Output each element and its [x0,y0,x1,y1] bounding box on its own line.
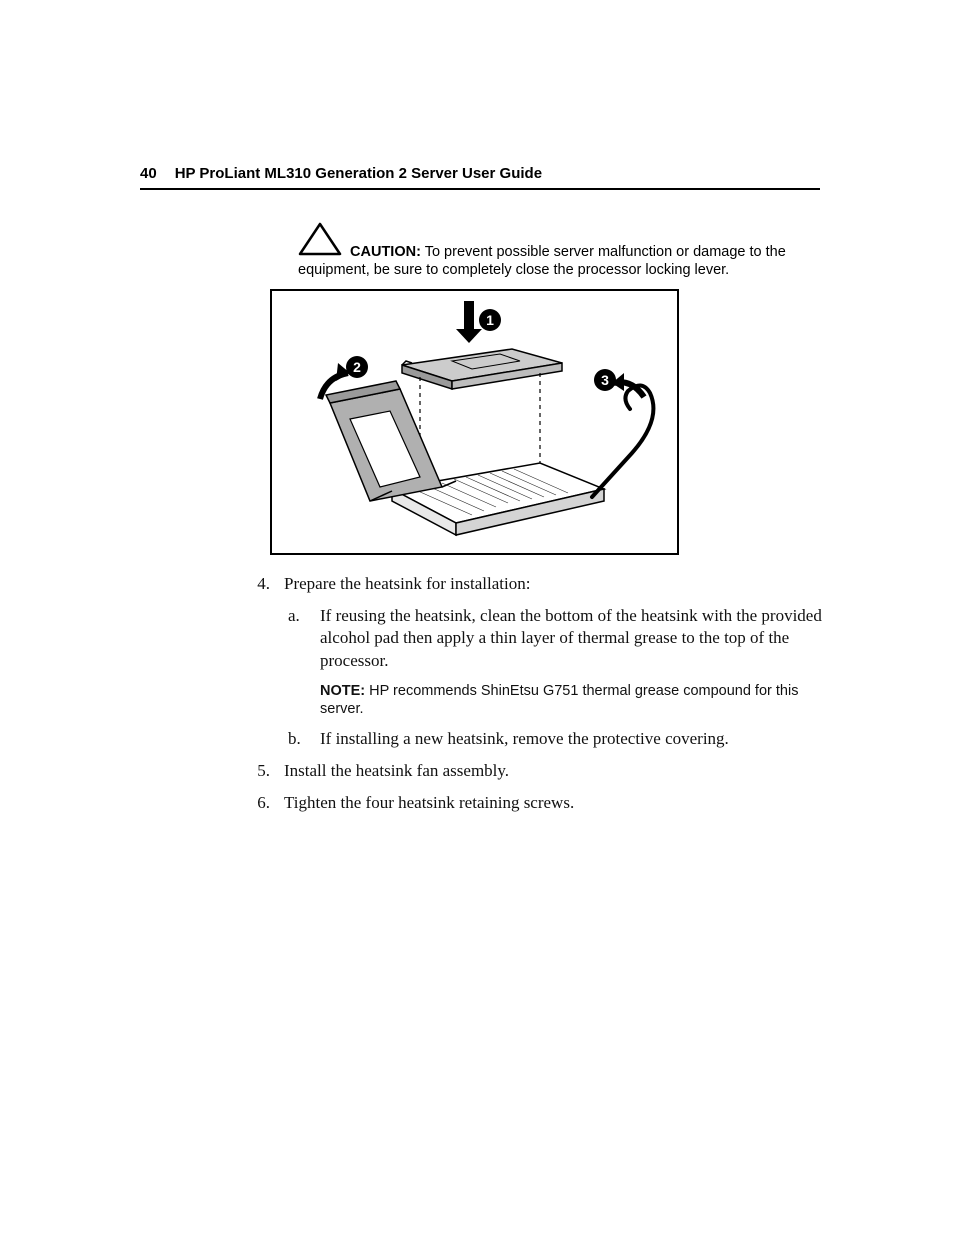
note-text: HP recommends ShinEtsu G751 thermal grea… [320,683,798,717]
caution-label: CAUTION: [350,244,421,260]
retention-lid [326,381,456,501]
substep-letter: a. [288,605,306,671]
step-4a-note: NOTE: HP recommends ShinEtsu G751 therma… [320,682,830,718]
processor-install-figure: 1 2 3 [270,289,679,555]
figure-svg [272,291,677,553]
caution-block: CAUTION: To prevent possible server malf… [298,222,828,279]
header-rule [140,188,820,190]
substep-letter: b. [288,728,306,750]
step-number: 4. [250,573,270,595]
document-title: HP ProLiant ML310 Generation 2 Server Us… [175,165,542,182]
substep-text: If reusing the heatsink, clean the botto… [320,605,830,671]
page-content: 40 HP ProLiant ML310 Generation 2 Server… [140,165,820,824]
note-label: NOTE: [320,683,365,699]
step-text: Install the heatsink fan assembly. [284,760,509,782]
step-number: 5. [250,760,270,782]
page-header: 40 HP ProLiant ML310 Generation 2 Server… [140,165,820,182]
processor-chip [402,349,562,389]
caution-triangle-icon [298,222,342,261]
step-4: 4. Prepare the heatsink for installation… [250,573,830,595]
page-number: 40 [140,165,157,182]
arrow-down-icon [456,301,482,343]
step-number: 6. [250,792,270,814]
instruction-list: 4. Prepare the heatsink for installation… [250,573,830,814]
substep-text: If installing a new heatsink, remove the… [320,728,729,750]
step-text: Prepare the heatsink for installation: [284,573,530,595]
step-4b: b. If installing a new heatsink, remove … [288,728,830,750]
step-4a: a. If reusing the heatsink, clean the bo… [288,605,830,671]
step-6: 6. Tighten the four heatsink retaining s… [250,792,830,814]
locking-lever [592,386,653,498]
step-text: Tighten the four heatsink retaining scre… [284,792,574,814]
step-5: 5. Install the heatsink fan assembly. [250,760,830,782]
